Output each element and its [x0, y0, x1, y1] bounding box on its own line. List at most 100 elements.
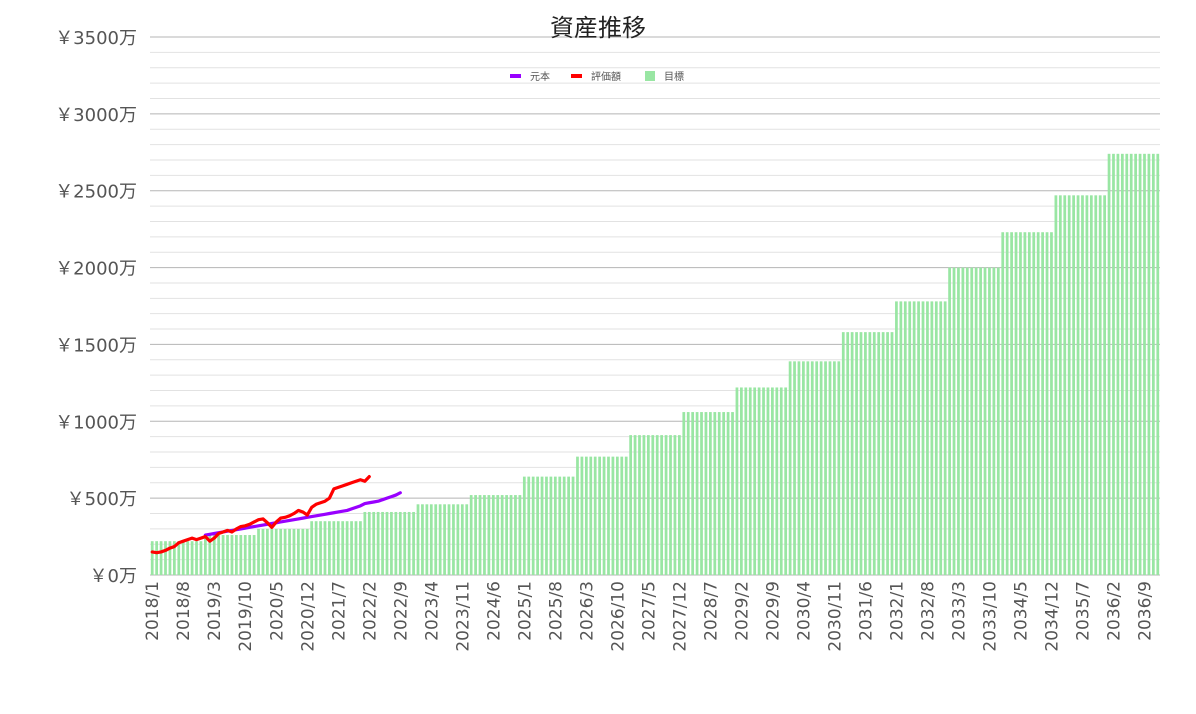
- x-tick-label: 2036/9: [1135, 581, 1155, 641]
- target-bar: [775, 387, 779, 575]
- target-bar: [1107, 153, 1111, 575]
- target-bar: [522, 476, 526, 575]
- target-bar: [434, 504, 438, 575]
- x-tick-label: 2027/12: [670, 581, 690, 652]
- target-bar: [828, 361, 832, 575]
- target-bar: [172, 541, 176, 575]
- target-bar: [731, 412, 734, 575]
- target-bar: [531, 476, 535, 575]
- target-bar: [824, 361, 827, 575]
- x-tick-label: 2028/7: [701, 581, 721, 641]
- x-tick-label: 2020/5: [267, 581, 287, 641]
- target-bar: [926, 301, 929, 575]
- target-bar: [553, 476, 557, 575]
- x-tick-label: 2026/10: [608, 581, 628, 652]
- target-bar: [1112, 153, 1115, 575]
- target-bar: [1045, 232, 1049, 575]
- target-bar: [429, 504, 433, 575]
- target-bar: [509, 495, 513, 575]
- y-tick-label: ￥2000万: [55, 259, 137, 280]
- target-bar: [1094, 195, 1098, 575]
- target-bar: [496, 495, 500, 575]
- target-bar: [771, 387, 774, 575]
- x-tick-label: 2034/5: [1011, 581, 1031, 641]
- target-bar: [793, 361, 796, 575]
- target-bar: [483, 495, 486, 575]
- target-bar: [505, 495, 508, 575]
- target-bar: [735, 387, 739, 575]
- target-bar: [859, 332, 863, 575]
- target-bar: [952, 267, 956, 575]
- target-bar: [943, 301, 947, 575]
- target-bar: [478, 495, 482, 575]
- target-bar: [589, 456, 593, 575]
- target-bar: [407, 511, 411, 575]
- target-bar: [381, 511, 384, 575]
- target-bar: [624, 456, 628, 575]
- target-bar: [615, 456, 619, 575]
- target-bar: [740, 387, 743, 575]
- target-bar: [567, 476, 570, 575]
- target-bar: [562, 476, 566, 575]
- target-bar: [691, 412, 695, 575]
- target-bar: [301, 528, 305, 575]
- target-bar: [1067, 195, 1071, 575]
- target-bar: [850, 332, 854, 575]
- target-bar: [350, 521, 353, 575]
- target-bar: [700, 412, 703, 575]
- x-tick-label: 2024/6: [484, 581, 504, 641]
- target-bar: [1014, 232, 1018, 575]
- chart-title: 資産推移: [550, 14, 646, 42]
- x-tick-label: 2019/10: [236, 581, 256, 652]
- target-bar: [651, 435, 655, 575]
- target-bar: [1081, 195, 1084, 575]
- target-bar: [323, 521, 327, 575]
- target-bar: [336, 521, 340, 575]
- target-bar: [416, 504, 420, 575]
- x-tick-label: 2033/3: [949, 581, 969, 641]
- target-bar: [1019, 232, 1022, 575]
- x-tick-label: 2030/4: [794, 581, 814, 641]
- target-bar: [788, 361, 792, 575]
- target-bar: [965, 267, 969, 575]
- target-bar: [1076, 195, 1080, 575]
- x-tick-label: 2032/1: [887, 581, 907, 641]
- target-bar: [872, 332, 876, 575]
- target-bar: [713, 412, 717, 575]
- target-bar: [598, 456, 602, 575]
- x-tick-label: 2036/2: [1104, 581, 1124, 641]
- target-bar: [983, 267, 987, 575]
- target-bar: [536, 476, 539, 575]
- target-bar: [864, 332, 867, 575]
- target-bar: [354, 521, 358, 575]
- target-bar: [593, 456, 597, 575]
- target-bar: [367, 511, 371, 575]
- target-bar: [996, 267, 1000, 575]
- x-tick-label: 2035/7: [1073, 581, 1093, 641]
- y-tick-label: ￥3500万: [55, 28, 137, 49]
- target-bar: [1138, 153, 1142, 575]
- x-tick-label: 2022/9: [391, 581, 411, 641]
- target-bar: [708, 412, 712, 575]
- target-bar: [819, 361, 823, 575]
- target-bar: [868, 332, 872, 575]
- target-bar: [810, 361, 814, 575]
- target-bar: [762, 387, 765, 575]
- line-series: [150, 475, 402, 555]
- target-bar: [359, 521, 362, 575]
- y-tick-label: ￥3000万: [55, 105, 137, 126]
- target-bar: [877, 332, 881, 575]
- target-bar: [372, 511, 376, 575]
- target-bar: [540, 476, 544, 575]
- target-bar: [881, 332, 885, 575]
- y-tick-label: ￥1000万: [55, 412, 137, 433]
- target-bar: [611, 456, 615, 575]
- target-bar: [460, 504, 464, 575]
- target-bar: [1005, 232, 1009, 575]
- x-tick-label: 2018/8: [174, 581, 194, 641]
- target-bar: [412, 511, 415, 575]
- target-bar: [992, 267, 996, 575]
- target-bar: [1058, 195, 1062, 575]
- target-bar: [970, 267, 974, 575]
- target-bar: [846, 332, 850, 575]
